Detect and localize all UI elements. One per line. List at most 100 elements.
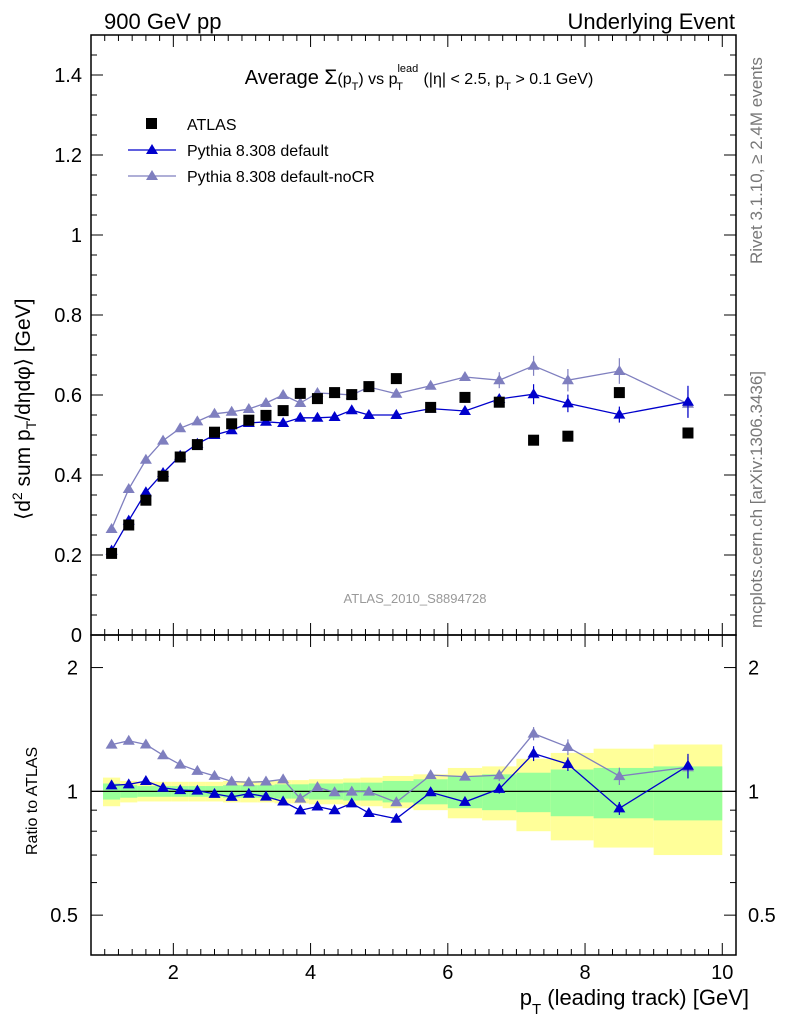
series-nocr-point [225, 405, 238, 416]
series-nocr-point [174, 422, 187, 433]
ratio-nocr-point [328, 786, 341, 797]
series-atlas-point [329, 387, 341, 399]
series-nocr-point [424, 379, 437, 390]
ratio-nocr-point [311, 781, 324, 792]
series-atlas-point [140, 494, 152, 506]
ratio-default-point [681, 759, 694, 770]
series-atlas-point [425, 401, 437, 413]
y-tick-label: 1 [71, 225, 82, 247]
x-tick-label: 6 [442, 962, 453, 984]
ratio-default-point [105, 779, 118, 790]
y-tick-label: 0.2 [54, 545, 82, 567]
x-tick-label: 2 [168, 962, 179, 984]
series-atlas-point [106, 547, 118, 559]
legend-atlas-marker [146, 118, 157, 129]
legend: ATLAS Pythia 8.308 default Pythia 8.308 … [128, 117, 375, 186]
ratio-nocr-point [362, 785, 375, 796]
ratio-nocr-point [139, 738, 152, 749]
ratio-default-point [259, 790, 272, 801]
mcplots-label: mcplots.cern.ch [arXiv:1306.3436] [747, 371, 766, 628]
ratio-default-point [122, 778, 135, 789]
legend-nocr-label: Pythia 8.308 default-noCR [187, 169, 375, 186]
x-tick-label: 4 [305, 962, 316, 984]
legend-default-marker [146, 144, 158, 154]
series-atlas-point [123, 519, 135, 531]
ratio-y-tick-label-right: 1 [748, 781, 759, 803]
series-atlas-point [174, 451, 186, 463]
series-default-point [311, 411, 324, 422]
series-atlas-point [243, 414, 255, 426]
rivet-label: Rivet 3.1.10, ≥ 2.4M events [747, 57, 766, 264]
ratio-band-stat [516, 772, 551, 813]
ratio-default-point [157, 781, 170, 792]
legend-nocr-marker [146, 170, 158, 180]
ratio-y-tick-label: 0.5 [50, 905, 78, 927]
y-tick-label: 0.8 [54, 305, 82, 327]
series-default-point [328, 411, 341, 421]
series-nocr-point [493, 374, 506, 385]
ratio-default-point [139, 775, 152, 786]
series-atlas-point [311, 393, 323, 405]
main-plot: 0 0.2 0.4 0.6 0.8 1 1.2 1.4 [54, 34, 737, 955]
series-nocr-point [277, 389, 290, 399]
series-default-point [139, 486, 152, 497]
series-atlas-point [209, 426, 221, 438]
ratio-nocr-point [157, 749, 170, 760]
x-tick-label: 8 [579, 962, 590, 984]
series-default-point [527, 388, 540, 399]
series-default-point [277, 417, 290, 427]
ratio-nocr-point [225, 775, 238, 786]
series-atlas-point [459, 391, 471, 403]
ratio-default-point [174, 784, 187, 795]
series-atlas-point [528, 434, 540, 446]
series-default-point [458, 405, 471, 415]
series-atlas-point [294, 387, 306, 399]
ratio-nocr-point [242, 776, 255, 787]
ratio-default-point [311, 800, 324, 811]
series-atlas-point [493, 396, 505, 408]
x-axis-label: pT (leading track) [GeV] [520, 985, 749, 1018]
series-atlas-point [613, 387, 625, 399]
series-default-point [362, 409, 375, 419]
ratio-default-point [277, 795, 290, 806]
series-nocr-point [390, 387, 403, 398]
ratio-nocr-point [527, 727, 540, 738]
series-atlas-point [191, 439, 203, 451]
ratio-y-tick-label: 1 [67, 781, 78, 803]
series-atlas-point [682, 427, 694, 439]
ratio-default-point [191, 784, 204, 795]
ratio-y-tick-label-right: 2 [748, 658, 759, 680]
ratio-default-point [328, 804, 341, 815]
ratio-y-tick-label: 2 [67, 658, 78, 680]
ratio-default-point [294, 804, 307, 815]
series-nocr-point [208, 407, 221, 418]
ratio-nocr-point [122, 734, 135, 745]
ratio-nocr-point [277, 773, 290, 784]
ratio-nocr-point [345, 785, 358, 796]
series-default-point [390, 409, 403, 419]
series-default-point [613, 408, 626, 419]
y-tick-label: 0 [71, 625, 82, 647]
ratio-nocr-point [174, 758, 187, 769]
ratio-nocr-point [390, 796, 403, 807]
ratio-nocr-point [561, 741, 574, 752]
ratio-nocr-point [105, 738, 118, 749]
ratio-nocr-point [613, 770, 626, 781]
ratio-default-point [242, 787, 255, 798]
header-left: 900 GeV pp [104, 9, 221, 34]
ratio-nocr-point [458, 770, 471, 781]
series-nocr-point [242, 403, 255, 413]
y-tick-label: 0.4 [54, 465, 82, 487]
series-atlas-point [390, 373, 402, 385]
ratio-nocr-point [191, 764, 204, 775]
ratio-default-point [225, 790, 238, 801]
series-atlas-point [226, 418, 238, 430]
series-atlas-point [277, 405, 289, 417]
ratio-nocr-point [424, 769, 437, 780]
ratio-default-point [527, 747, 540, 758]
y-tick-label: 1.2 [54, 145, 82, 167]
ratio-y-axis-label: Ratio to ATLAS [24, 747, 41, 855]
legend-default-label: Pythia 8.308 default [187, 143, 329, 160]
series-nocr-point [139, 453, 152, 464]
